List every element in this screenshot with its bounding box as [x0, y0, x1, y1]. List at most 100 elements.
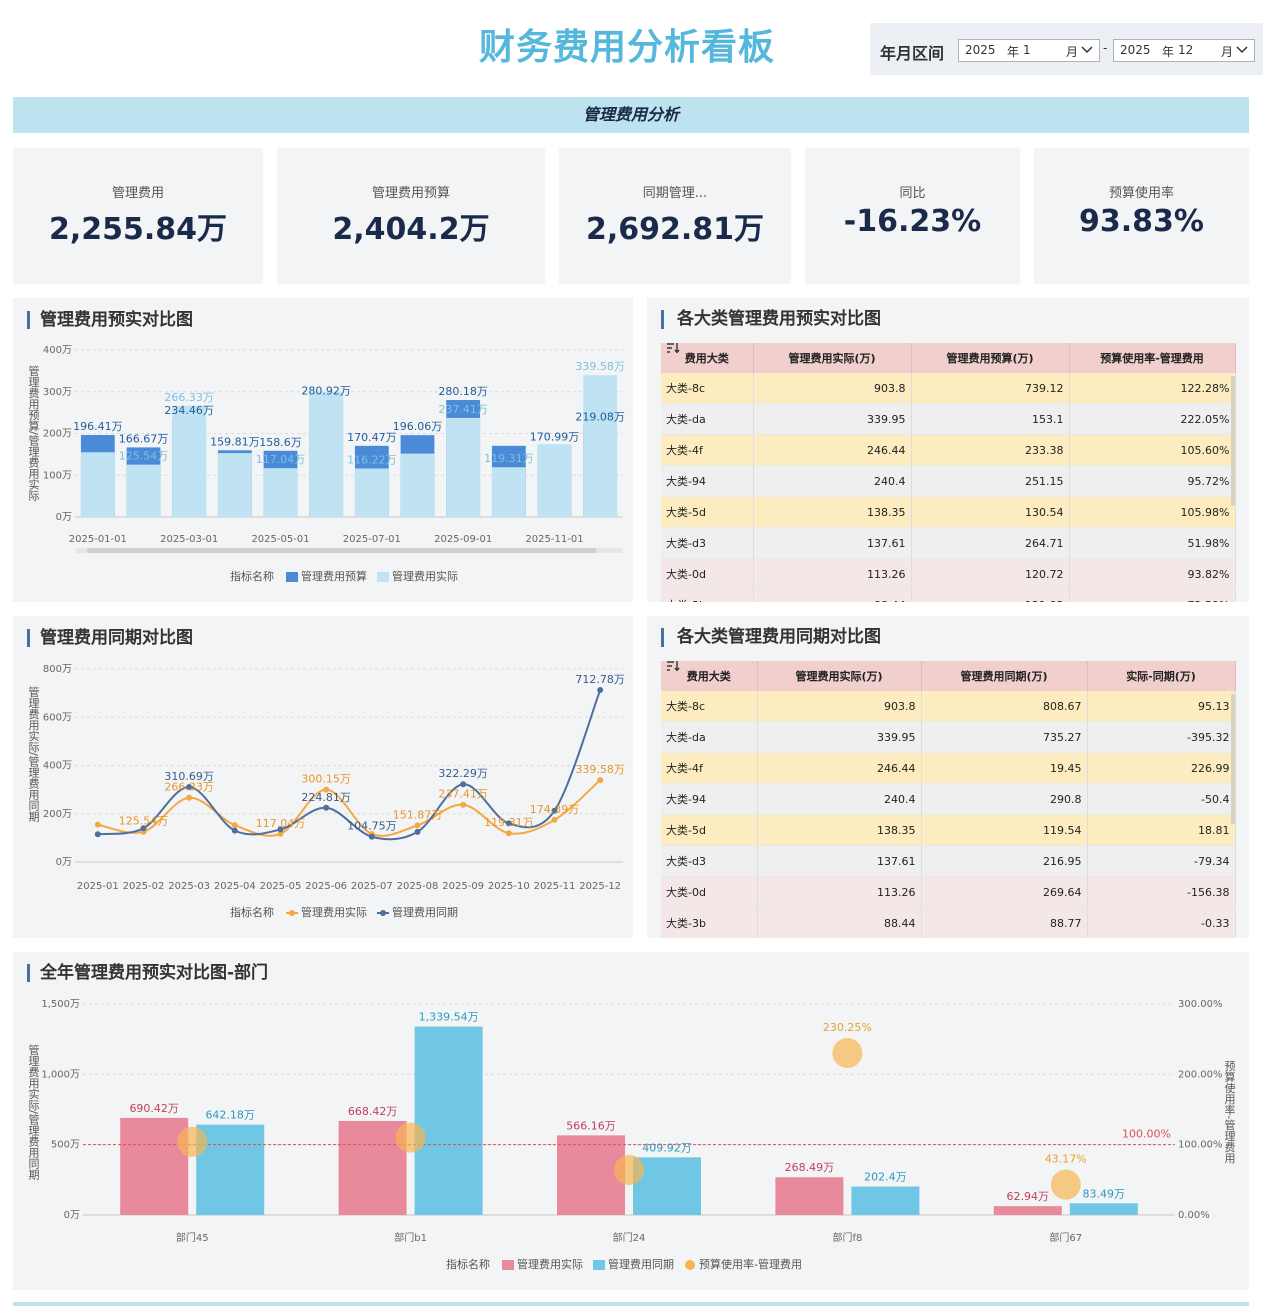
table-cell: 18.81: [1087, 814, 1236, 846]
value-label: 119.31万: [484, 452, 534, 465]
panel-title: 各大类管理费用同期对比图: [661, 628, 881, 647]
x-tick-label: 2025-03-01: [160, 534, 218, 545]
table-row: 大类-4f 246.44 19.45 226.99: [661, 752, 1236, 784]
end-select[interactable]: 2025 年 12 月: [1113, 39, 1255, 62]
kpi-label: 同期管理...: [642, 186, 708, 201]
x-tick-label: 部门45: [176, 1231, 209, 1244]
table-cell: 808.67: [921, 691, 1088, 722]
y2-tick-label: 200.00%: [1178, 1069, 1223, 1080]
bar: [993, 1206, 1062, 1215]
point: [414, 822, 421, 829]
point: [505, 830, 512, 837]
dashboard-title: 财务费用分析看板: [478, 27, 775, 68]
table-cell: 137.61: [757, 845, 922, 877]
value-label: 690.42万: [129, 1102, 179, 1115]
x-tick-label: 2025-12: [579, 881, 621, 892]
point: [186, 784, 193, 791]
legend-swatch: [289, 910, 295, 916]
x-tick-label: 2025-09-01: [434, 534, 492, 545]
table-panel: 各大类管理费用同期对比图 费用大类 管理费用实际(万) 管理费用同期(万) 实际-同期…: [647, 616, 1249, 938]
title-marker: [27, 964, 30, 982]
table-cell: 122.28%: [1069, 373, 1236, 404]
value-label: 83.49万: [1083, 1187, 1126, 1200]
header-text: 管理费用预算(万): [946, 352, 1034, 365]
header-row: 费用大类 管理费用实际(万) 管理费用同期(万) 实际-同期(万): [661, 661, 1236, 691]
y-tick-label: 400万: [43, 761, 72, 772]
chart: 全年管理费用预实对比图-部门 0万 500万 1,000万 1,500万 0.00% 100…: [27, 962, 1236, 1271]
table-cell: 233.38: [911, 434, 1070, 466]
table-body: 大类-8c 903.8 808.67 95.13 大类-da 339.95 735.27 -3…: [661, 691, 1236, 938]
bar: [126, 464, 161, 517]
legend-swatch: [377, 572, 389, 582]
value-label: 104.75万: [347, 820, 397, 833]
value-label: 196.41万: [73, 420, 123, 433]
table-cell: 大类-0d: [661, 876, 758, 908]
table-cell: 246.44: [753, 434, 912, 466]
legend: 指标名称 管理费用实际 管理费用同期: [230, 905, 458, 919]
value-label: 202.4万: [864, 1171, 907, 1184]
month-unit: 月: [1066, 45, 1079, 59]
legend-title: 指标名称: [230, 905, 274, 919]
bar: [775, 1177, 844, 1215]
point: [277, 830, 284, 837]
table-cell: 113.26: [757, 876, 922, 908]
y-tick-label: 0万: [56, 512, 72, 523]
kpi-card: 管理费用 2,255.84万: [13, 148, 263, 284]
table-cell: -79.34: [1087, 845, 1236, 877]
table-cell: 大类-8c: [661, 373, 754, 404]
table-wrap: 费用大类 管理费用实际(万) 管理费用预算(万) 预算使用率-管理费用 大类-8c 903…: [661, 343, 1236, 602]
dropdown-arrow: [1081, 46, 1093, 54]
value-label: 224.81万: [301, 791, 351, 804]
value-label: 117.04万: [256, 453, 306, 466]
bar: [851, 1186, 920, 1215]
y-axis-title: 管理费用实际/管理费用同期: [27, 685, 40, 823]
table-wrap: 费用大类 管理费用实际(万) 管理费用同期(万) 实际-同期(万) 大类-8c 903.8…: [661, 661, 1236, 938]
year: 2025: [1120, 43, 1151, 57]
point: [597, 687, 604, 694]
value-label: 712.78万: [575, 673, 625, 686]
value-label: 174.39万: [530, 803, 580, 816]
table-cell: 88.77: [921, 907, 1088, 938]
sort-icon[interactable]: [667, 661, 681, 671]
table-cell: -156.38: [1087, 876, 1236, 908]
table-cell: 903.8: [757, 691, 922, 722]
bar: [491, 467, 526, 517]
value-label: 266.33万: [164, 781, 214, 794]
column-header: 费用大类: [661, 343, 754, 373]
table-cell: 大类-da: [661, 403, 754, 435]
table-cell: 93.82%: [1069, 558, 1236, 590]
legend-title: 指标名称: [446, 1257, 490, 1271]
point: [94, 821, 101, 828]
table-row: 大类-94 240.4 290.8 -50.4: [661, 783, 1236, 815]
table-cell: 大类-0d: [661, 558, 754, 590]
data-table: 费用大类 管理费用实际(万) 管理费用同期(万) 实际-同期(万) 大类-8c 903.8…: [661, 661, 1236, 938]
table-cell: 130.54: [911, 496, 1070, 528]
value-label: 117.04万: [256, 817, 306, 830]
table-cell: 138.35: [753, 496, 912, 528]
kpi-value: 2,404.2万: [332, 212, 490, 247]
table-cell: -395.32: [1087, 721, 1236, 753]
table-cell: 290.8: [921, 783, 1088, 815]
date-filter: 年月区间 2025 年 1 月 - 2025 年 12 月: [870, 23, 1263, 75]
table-row: 大类-8c 903.8 808.67 95.13: [661, 691, 1236, 722]
x-tick-label: 部门f8: [832, 1231, 862, 1244]
scrollbar-thumb: [87, 548, 597, 553]
table-cell: 246.44: [757, 752, 922, 784]
kpi-label: 管理费用: [111, 186, 164, 201]
bar: [80, 452, 115, 517]
table-row: 大类-5d 138.35 119.54 18.81: [661, 814, 1236, 846]
start-select[interactable]: 2025 年 1 月: [958, 39, 1100, 62]
y2-tick-label: 0.00%: [1178, 1210, 1210, 1221]
bar: [217, 453, 252, 517]
header-text: 预算使用率-管理费用: [1100, 352, 1204, 365]
legend-label: 管理费用同期: [608, 1257, 674, 1271]
legend-swatch: [286, 572, 298, 582]
legend-label: 预算使用率-管理费用: [699, 1257, 802, 1271]
sort-icon[interactable]: [667, 343, 681, 353]
reference-label: 100.00%: [1122, 1128, 1171, 1141]
section-banner: 管理费用分析: [13, 97, 1249, 133]
point: [832, 1038, 863, 1069]
point: [323, 804, 330, 811]
table-cell: 72.59%: [1069, 589, 1236, 602]
